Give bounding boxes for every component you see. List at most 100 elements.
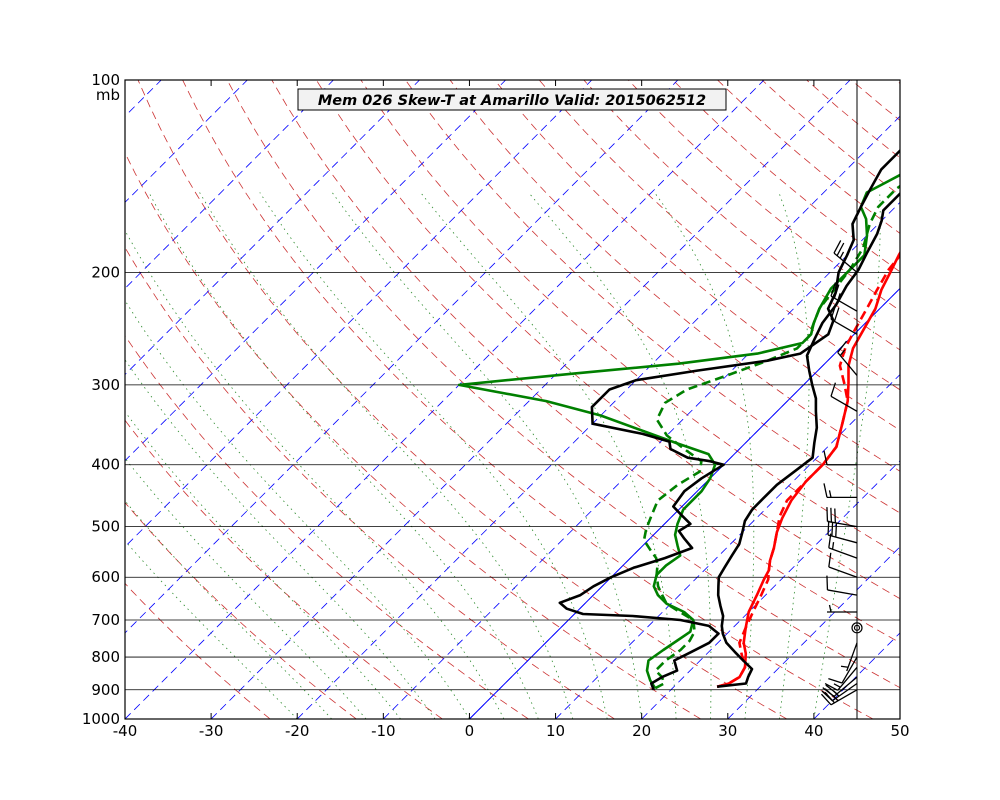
wind-barb-flag — [828, 552, 832, 568]
dry-adiabat — [583, 80, 900, 351]
wind-barb-staff — [828, 547, 858, 559]
wind-barb-flag — [833, 284, 840, 299]
isotherm — [383, 201, 900, 719]
wind-barb-half-flag — [828, 490, 832, 498]
moist-adiabat — [125, 299, 470, 719]
isotherm — [125, 80, 679, 634]
x-tick-label: 40 — [804, 722, 823, 740]
wind-barb-flag — [823, 450, 828, 465]
wind-barb-staff — [830, 295, 858, 312]
wind-barb-flag — [834, 508, 836, 523]
dry-adiabat — [125, 246, 615, 719]
dry-adiabat — [137, 80, 787, 719]
wind-barb-flag — [827, 520, 830, 536]
wind-barb-flag — [830, 305, 837, 320]
wind-barb-half-flag — [837, 293, 841, 301]
x-tick-label: 10 — [546, 722, 565, 740]
wind-barb-flag — [825, 684, 838, 695]
dry-adiabat — [125, 335, 529, 719]
dry-adiabat — [125, 152, 701, 719]
y-tick-label: 200 — [91, 263, 120, 281]
isotherm — [296, 115, 900, 719]
wind-barb-flag — [836, 242, 845, 256]
wind-barb-staff — [837, 666, 858, 691]
wind-barb-staff — [827, 520, 858, 528]
wind-barb-staff — [833, 676, 858, 697]
sounding-line — [558, 148, 900, 691]
wind-barb-flag — [833, 240, 842, 254]
x-tick-label: -40 — [113, 722, 138, 740]
y-tick-label: 800 — [91, 648, 120, 666]
dry-adiabat — [315, 80, 900, 600]
wind-barb-flag — [831, 521, 834, 537]
dry-adiabat — [895, 80, 900, 84]
wind-barb-flag — [837, 340, 848, 353]
wind-barb-flag — [823, 483, 828, 498]
moist-adiabat — [420, 192, 677, 719]
y-tick-label: 700 — [91, 611, 120, 629]
dry-adiabat — [125, 582, 271, 719]
moist-adiabat — [125, 411, 401, 719]
x-tick-label: -30 — [199, 722, 224, 740]
wind-barb-staff — [827, 534, 858, 544]
wind-barb-flag — [826, 507, 829, 522]
wind-barb-staff — [830, 395, 858, 412]
y-tick-label: 300 — [91, 376, 120, 394]
moist-adiabat — [125, 540, 298, 719]
isotherm — [125, 80, 765, 719]
wind-barb-half-flag — [831, 542, 835, 550]
x-tick-label: 0 — [465, 722, 475, 740]
wind-barb-staff — [837, 352, 858, 376]
title-box — [297, 88, 727, 111]
wind-barb-half-flag — [840, 665, 849, 668]
isotherm — [210, 80, 851, 719]
moist-adiabat — [778, 192, 810, 719]
chart-title: Mem 026 Skew-T at Amarillo Valid: 201506… — [318, 93, 706, 109]
wind-barb-flag — [821, 690, 833, 702]
isotherm — [899, 718, 900, 719]
wind-barb-half-flag — [839, 349, 846, 356]
y-tick-label: 600 — [91, 568, 120, 586]
sounding-line — [642, 184, 900, 690]
y-unit-label: mb — [96, 86, 120, 104]
wind-barb-flag — [830, 507, 833, 523]
wind-barb-flag — [830, 382, 837, 397]
dry-adiabat — [494, 80, 900, 431]
moist-adiabat — [199, 192, 574, 719]
moist-adiabat — [125, 500, 332, 719]
x-tick-label: 20 — [632, 722, 651, 740]
calm-wind-circle — [851, 622, 863, 634]
dry-adiabat — [940, 80, 1000, 719]
y-tick-label: 100 — [91, 71, 120, 89]
y-tick-label: 500 — [91, 518, 120, 536]
isotherm — [555, 373, 900, 719]
wind-barb-half-flag — [839, 251, 845, 259]
y-tick-label: 400 — [91, 456, 120, 474]
y-tick-label: 900 — [91, 681, 120, 699]
wind-barb-staff — [828, 566, 858, 578]
sounding-line — [716, 253, 900, 688]
wind-barb-flag — [835, 522, 838, 538]
plot-frame — [124, 79, 901, 720]
wind-barb-flag — [826, 575, 829, 590]
wind-barb-flag — [824, 682, 839, 691]
wind-barb-half-flag — [828, 604, 832, 613]
isotherm — [0, 80, 75, 719]
moist-adiabat — [125, 359, 436, 719]
wind-barb-flag — [833, 307, 840, 322]
x-tick-label: 30 — [718, 722, 737, 740]
sounding-line — [716, 191, 900, 688]
dry-adiabat — [985, 80, 1000, 719]
x-tick-label: 50 — [890, 722, 909, 740]
plot-background — [125, 80, 900, 719]
wind-barb-staff — [833, 252, 858, 273]
wind-barb-flag — [828, 678, 843, 684]
y-tick-label: 1000 — [82, 710, 120, 728]
wind-barb-flag — [820, 693, 832, 706]
calm-wind-circle — [853, 624, 861, 631]
x-tick-label: -10 — [371, 722, 396, 740]
x-tick-label: -20 — [285, 722, 310, 740]
wind-barb-flag — [822, 687, 835, 697]
dry-adiabat — [182, 80, 874, 719]
